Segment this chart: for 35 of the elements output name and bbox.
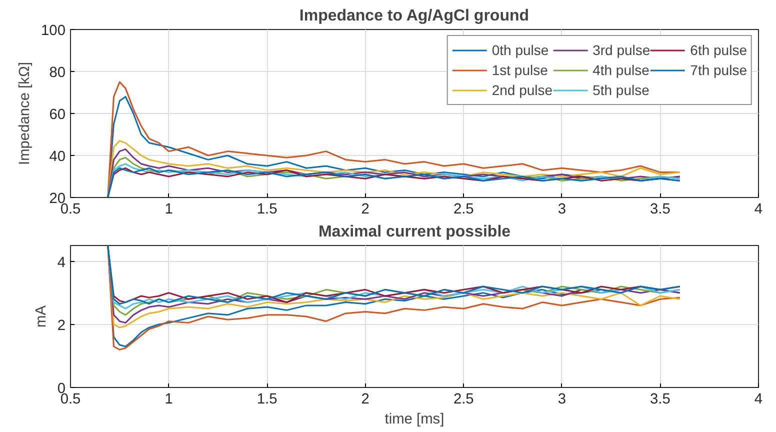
x-tick-label: 2.5 bbox=[453, 202, 474, 218]
y-tick-label: 100 bbox=[41, 23, 66, 39]
y-axis-title: Impedance [kΩ] bbox=[17, 62, 34, 166]
legend-label: 0th pulse bbox=[492, 42, 549, 58]
chart-title: Impedance to Ag/AgCl ground bbox=[299, 8, 530, 24]
legend-label: 1st pulse bbox=[492, 62, 548, 78]
y-tick-label: 60 bbox=[49, 107, 66, 123]
legend-label: 3rd pulse bbox=[592, 42, 650, 58]
x-tick-label: 1 bbox=[164, 202, 173, 218]
chart-title: Maximal current possible bbox=[318, 224, 511, 240]
legend-label: 2nd pulse bbox=[492, 82, 553, 98]
legend-label: 7th pulse bbox=[690, 62, 747, 78]
legend-label: 4th pulse bbox=[592, 62, 650, 78]
legend-label: 5th pulse bbox=[592, 82, 650, 98]
y-tick-label: 2 bbox=[57, 318, 66, 334]
x-tick-label: 2.5 bbox=[453, 392, 474, 408]
x-tick-label: 0.5 bbox=[60, 202, 81, 218]
x-tick-label: 0.5 bbox=[60, 392, 81, 408]
x-tick-label: 2 bbox=[361, 202, 370, 218]
x-tick-label: 4 bbox=[754, 202, 763, 218]
x-tick-label: 1.5 bbox=[256, 202, 278, 218]
y-tick-label: 80 bbox=[49, 65, 66, 81]
y-axis-title: mA bbox=[33, 305, 50, 328]
x-tick-label: 2 bbox=[361, 392, 370, 408]
x-tick-label: 1 bbox=[164, 392, 173, 408]
x-tick-label: 1.5 bbox=[256, 392, 278, 408]
x-tick-label: 3 bbox=[558, 202, 566, 218]
y-tick-label: 4 bbox=[57, 254, 66, 271]
x-tick-label: 3.5 bbox=[650, 202, 670, 218]
y-tick-label: 40 bbox=[49, 149, 66, 165]
x-axis-title: time [ms] bbox=[384, 412, 444, 428]
legend-label: 6th pulse bbox=[690, 42, 747, 58]
x-tick-label: 3 bbox=[558, 392, 566, 408]
x-tick-label: 4 bbox=[754, 392, 763, 408]
x-tick-label: 3.5 bbox=[650, 392, 670, 408]
